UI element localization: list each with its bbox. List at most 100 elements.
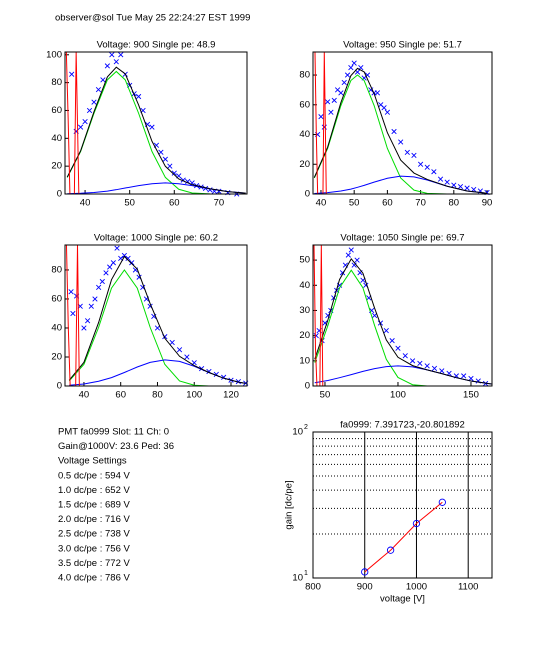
- data-point: [135, 93, 142, 100]
- data-point: [417, 360, 423, 366]
- chart-title: Voltage: 950 Single pe: 51.7: [343, 40, 462, 51]
- data-point: [389, 338, 395, 344]
- data-point: [437, 176, 444, 182]
- data-point: [464, 185, 470, 191]
- y-tick-label: 20: [299, 330, 310, 341]
- data-point: [324, 99, 331, 105]
- x-tick-label: 150: [463, 390, 479, 401]
- data-point: [391, 128, 397, 135]
- chart-title: fa0999: 7.391723,-20.801892: [340, 420, 465, 431]
- data-point: [95, 86, 102, 93]
- y-tick-label: 10: [299, 355, 310, 366]
- y-tick-label: 0: [57, 189, 62, 200]
- data-point: [338, 90, 344, 96]
- y-tick-label: 10: [292, 573, 303, 584]
- x-tick-label: 40: [79, 390, 90, 401]
- data-point: [457, 183, 464, 190]
- info-line: Voltage Settings: [58, 456, 127, 467]
- info-line: Gain@1000V: 23.6 Ped: 36: [58, 441, 174, 452]
- x-tick-label: 800: [305, 582, 321, 593]
- y-tick-label: 60: [51, 293, 62, 304]
- y-tick-label: 40: [51, 322, 62, 333]
- data-point: [84, 318, 91, 324]
- data-point: [398, 139, 404, 145]
- fit-line: [364, 501, 443, 573]
- x-tick-label: 80: [449, 198, 460, 209]
- data-point: [113, 59, 119, 65]
- data-point: [176, 347, 183, 353]
- data-point: [69, 71, 75, 77]
- x-tick-label: 60: [169, 198, 180, 209]
- data-point: [417, 161, 424, 167]
- y-tick-exponent: 2: [304, 424, 308, 431]
- data-point: [109, 52, 115, 58]
- x-tick-label: 60: [115, 390, 126, 401]
- info-line: 0.5 dc/pe : 594 V: [58, 470, 130, 481]
- data-point: [82, 118, 88, 125]
- data-point: [444, 179, 450, 185]
- y-tick-label: 0: [57, 381, 62, 392]
- data-point: [341, 79, 347, 86]
- data-point: [88, 303, 94, 309]
- data-point: [313, 333, 319, 339]
- fit-line: [66, 66, 246, 194]
- data-point: [431, 169, 437, 175]
- info-line: 2.0 dc/pe : 716 V: [58, 514, 130, 525]
- data-point: [374, 90, 381, 96]
- y-tick-label: 30: [299, 305, 310, 316]
- fit-line: [314, 257, 492, 385]
- data-point: [110, 260, 116, 266]
- header: observer@sol Tue May 25 22:24:27 EST 199…: [55, 13, 250, 24]
- data-point: [402, 353, 408, 359]
- x-tick-label: 70: [415, 198, 426, 209]
- data-point: [100, 77, 106, 83]
- data-point: [431, 365, 438, 371]
- info-line: 1.5 dc/pe : 689 V: [58, 500, 130, 511]
- info-line: 1.0 dc/pe : 652 V: [58, 485, 130, 496]
- data-point: [77, 124, 84, 130]
- data-point: [99, 278, 105, 285]
- data-point: [125, 255, 131, 261]
- data-point: [81, 325, 87, 331]
- data-point: [154, 325, 161, 331]
- data-point: [91, 99, 97, 105]
- data-point: [351, 60, 357, 66]
- y-tick-label: 20: [299, 159, 310, 170]
- data-point: [412, 519, 421, 528]
- y-tick-label: 60: [299, 99, 310, 110]
- data-point: [395, 345, 401, 351]
- data-point: [129, 260, 135, 266]
- data-point: [451, 182, 457, 188]
- data-point: [411, 152, 417, 158]
- data-point: [107, 264, 113, 270]
- x-tick-label: 50: [320, 390, 331, 401]
- data-point: [68, 289, 74, 295]
- data-point: [158, 149, 164, 155]
- data-point: [404, 149, 410, 155]
- chart-title: Voltage: 1050 Single pe: 69.7: [340, 233, 464, 244]
- data-point: [461, 373, 467, 379]
- data-point: [471, 186, 477, 193]
- data-point: [169, 339, 175, 346]
- info-line: 3.5 dc/pe : 772 V: [58, 558, 130, 569]
- data-point: [348, 247, 354, 253]
- y-axis-label: gain [dc/pe]: [284, 480, 295, 529]
- info-line: 4.0 dc/pe : 786 V: [58, 573, 130, 584]
- x-tick-label: 1000: [406, 582, 427, 593]
- fit-line: [313, 67, 488, 194]
- x-tick-label: 100: [390, 390, 406, 401]
- data-point: [171, 170, 177, 176]
- y-tick-label: 0: [305, 381, 310, 392]
- data-point: [345, 252, 351, 258]
- data-point: [348, 64, 354, 71]
- y-tick-label: 80: [51, 264, 62, 275]
- info-line: 3.0 dc/pe : 756 V: [58, 543, 130, 554]
- data-point: [114, 245, 120, 251]
- x-axis-label: voltage [V]: [380, 594, 425, 605]
- axes-frame: [312, 51, 493, 195]
- data-point: [162, 156, 168, 162]
- axes-frame: [312, 431, 493, 579]
- data-point: [354, 257, 360, 263]
